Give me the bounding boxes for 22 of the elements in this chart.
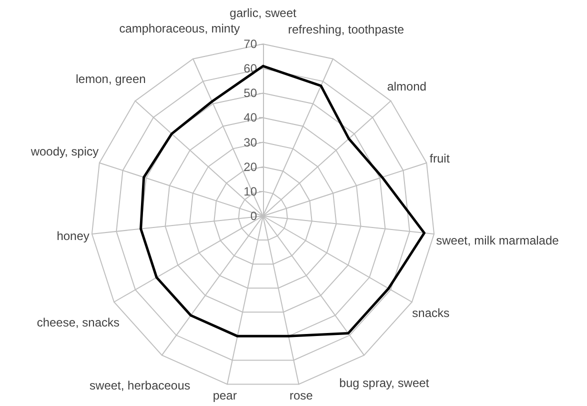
spoke-label: pear (212, 388, 237, 403)
spoke-label: fruit (430, 152, 450, 166)
y-tick-label: 10 (244, 184, 258, 198)
spoke-label: garlic, sweet (230, 6, 298, 20)
spoke-label: honey (56, 228, 90, 243)
spoke-label: sweet, milk marmalade (436, 234, 560, 248)
y-tick-label: 70 (244, 37, 258, 51)
y-tick-label: 30 (244, 135, 258, 150)
spoke-label: bug spray, sweet (339, 376, 430, 390)
spoke-label: almond (387, 80, 426, 94)
y-tick-label: 40 (244, 110, 258, 125)
y-tick-label: 50 (244, 86, 258, 100)
spoke-label: camphoraceous, minty (119, 22, 240, 36)
y-tick-label: 20 (244, 160, 258, 174)
spoke-label: sweet, herbaceous (90, 378, 190, 392)
spoke-label: lemon, green (76, 72, 146, 86)
spoke-label: cheese, snacks (36, 316, 120, 330)
spoke-label: woody, spicy (30, 144, 99, 159)
spoke-label: refreshing, toothpaste (288, 22, 404, 36)
y-tick-label: 0 (250, 209, 258, 223)
spoke-label: snacks (412, 306, 450, 320)
spoke-label: rose (289, 388, 314, 402)
